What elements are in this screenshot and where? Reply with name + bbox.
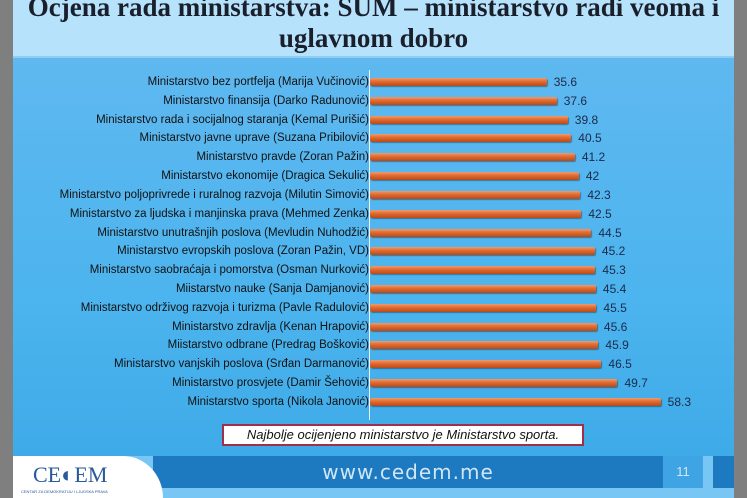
bar: [370, 134, 572, 143]
bar: [370, 228, 592, 237]
bar: [370, 115, 568, 124]
category-label: Ministarstvo unutrašnjih poslova (Mevlud…: [97, 226, 369, 239]
website-link[interactable]: www.cedem.me: [322, 460, 494, 484]
category-label: Ministarstvo poljoprivrede i ruralnog ra…: [59, 188, 369, 201]
data-label: 45.4: [602, 282, 627, 297]
logo-subtitle: CENTAR ZA DEMOKRATIJU I LJUDSKA PRAVA: [21, 489, 108, 494]
data-label: 45.5: [603, 300, 627, 315]
bar: [370, 397, 661, 406]
data-label: 45.3: [602, 263, 626, 278]
footer-bar-end: [713, 456, 734, 488]
bar: [370, 285, 596, 294]
category-label: Ministarstvo saobraćaja i pomorstva (Osm…: [89, 264, 369, 277]
bar: [370, 209, 582, 218]
category-label: Ministarstvo održivog razvoja i turizma …: [80, 301, 369, 314]
bar: [370, 78, 547, 86]
data-label: 49.7: [624, 376, 648, 391]
bar: [370, 153, 575, 162]
data-label: 42.3: [587, 187, 611, 202]
bar-chart: Ministarstvo bez portfelja (Marija Vučin…: [13, 60, 734, 420]
bar: [370, 322, 597, 331]
category-label: Ministarstvo evropskih poslova (Zoran Pa…: [117, 245, 369, 258]
cedem-logo: CE◐EM CENTAR ZA DEMOKRATIJU I LJUDSKA PR…: [13, 456, 163, 498]
data-label: 45.9: [605, 338, 629, 353]
data-label: 44.5: [598, 225, 622, 240]
url-bar: www.cedem.me: [153, 456, 663, 488]
bar: [370, 379, 618, 388]
data-label: 58.3: [667, 394, 692, 409]
category-label: Ministarstvo javne uprave (Suzana Pribil…: [139, 132, 369, 145]
data-label: 37.6: [563, 93, 588, 108]
bar: [370, 190, 581, 199]
category-label: Miistarstvo odbrane (Predrag Bošković): [167, 339, 369, 352]
category-label: Ministarstvo finansija (Darko Radunović): [163, 94, 369, 107]
data-label: 39.8: [574, 112, 599, 127]
data-label: 46.5: [608, 357, 632, 372]
bar: [370, 266, 596, 275]
bar: [370, 360, 602, 369]
bar: [370, 247, 595, 256]
category-label: Ministarstvo zdravlja (Kenan Hrapović): [172, 320, 369, 333]
conclusion-note: Najbolje ocijenjeno ministarstvo je Mini…: [222, 424, 584, 446]
page-number-box: 11: [663, 456, 703, 488]
y-axis-line: [369, 70, 370, 420]
category-label: Ministarstvo sporta (Nikola Janović): [187, 395, 369, 408]
category-label: Ministarstvo prosvjete (Damir Šehović): [172, 377, 369, 390]
category-label: Ministarstvo rada i socijalnog staranja …: [96, 113, 369, 126]
logo-text: CE◐EM: [33, 462, 108, 487]
category-label: Ministarstvo vanjskih poslova (Srđan Dar…: [113, 358, 369, 371]
slide-title: Ocjena rada ministarstva: SUM – ministar…: [27, 0, 720, 53]
title-bar: Ocjena rada ministarstva: SUM – ministar…: [13, 0, 734, 58]
data-label: 45.2: [601, 244, 626, 259]
data-label: 35.6: [553, 75, 578, 89]
category-label: Miistarstvo nauke (Sanja Damjanović): [175, 283, 369, 296]
category-label: Ministarstvo bez portfelja (Marija Vučin…: [147, 76, 369, 88]
data-label: 45.6: [603, 319, 628, 334]
data-label: 42: [585, 169, 600, 184]
data-label: 42.5: [588, 206, 612, 221]
slide: Ocjena rada ministarstva: SUM – ministar…: [13, 0, 734, 498]
category-label: Ministarstvo za ljudska i manjinska prav…: [69, 207, 369, 220]
category-label: Ministarstvo ekonomije (Dragica Sekulić): [161, 170, 369, 183]
page-number: 11: [676, 464, 690, 479]
bar: [370, 303, 597, 312]
bar: [370, 341, 599, 350]
data-label: 40.5: [578, 131, 602, 146]
bar: [370, 172, 579, 181]
bar: [370, 96, 557, 105]
category-label: Ministarstvo pravde (Zoran Pažin): [196, 151, 369, 164]
data-label: 41.2: [581, 150, 606, 165]
